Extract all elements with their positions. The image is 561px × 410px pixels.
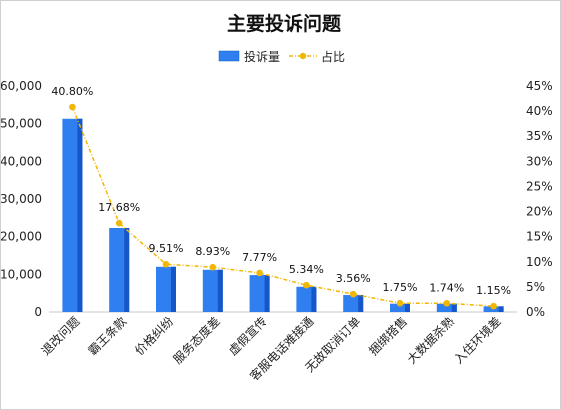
x-category-label: 退改问题 (39, 314, 83, 358)
bar-shade (311, 286, 317, 312)
legend-bar-label: 投诉量 (244, 49, 280, 64)
legend-bar-swatch (218, 50, 240, 62)
bar-shade (358, 295, 364, 312)
bar-series (62, 118, 504, 313)
y-right-tick-label: 35% (526, 129, 553, 143)
bar-shade (264, 275, 270, 312)
percent-data-label: 7.77% (242, 251, 277, 264)
y-left-tick-label: 0 (34, 305, 42, 319)
percent-data-label: 40.80% (51, 85, 93, 98)
percent-data-label: 8.93% (195, 245, 230, 258)
percent-point (349, 290, 357, 298)
x-category-label: 入住环境差 (451, 314, 504, 367)
percent-data-label: 1.15% (476, 284, 511, 297)
percent-line (71, 106, 494, 307)
bar-shade (451, 303, 457, 312)
bar-shade (498, 306, 504, 312)
y-right-tick-label: 10% (526, 255, 553, 269)
percent-point (490, 302, 497, 310)
percent-point (162, 260, 170, 268)
chart-title: 主要投诉问题 (227, 12, 341, 35)
y-left-tick-label: 40,000 (1, 154, 42, 168)
x-category-label: 服务态度差 (170, 314, 223, 367)
percent-point (443, 299, 451, 307)
percent-data-label: 5.34% (289, 263, 324, 276)
y-right-tick-label: 5% (526, 280, 545, 294)
x-category-label: 价格纠纷 (132, 314, 177, 359)
percent-data-label: 1.75% (383, 281, 418, 294)
percent-data-label: 17.68% (98, 201, 140, 214)
percent-point (209, 263, 217, 271)
bar-shade (171, 266, 176, 312)
bar-shade (405, 303, 410, 312)
y-left-tick-label: 50,000 (1, 117, 42, 131)
percent-point (69, 103, 76, 111)
y-right-tick-label: 30% (526, 154, 553, 168)
legend-line-label: 占比 (321, 49, 345, 64)
y-left-axis: 0 10,000 20,000 30,000 40,000 50,000 60,000 (1, 79, 42, 319)
y-left-tick-label: 30,000 (1, 192, 42, 206)
y-right-tick-label: 25% (526, 179, 553, 193)
x-category-label: 虚假宣传 (225, 314, 270, 359)
bar (390, 303, 410, 312)
percent-data-label: 9.51% (149, 242, 184, 255)
y-right-tick-label: 0% (526, 305, 545, 319)
legend: 投诉量 占比 (218, 49, 345, 64)
y-right-tick-label: 15% (526, 230, 553, 244)
percent-data-label: 1.74% (429, 281, 464, 294)
bar-shade (217, 269, 223, 312)
percent-point (115, 219, 123, 227)
y-right-tick-label: 45% (526, 79, 553, 93)
y-left-tick-label: 60,000 (1, 79, 42, 93)
legend-line-marker (299, 52, 307, 60)
bar-shade (77, 118, 83, 313)
y-left-tick-label: 20,000 (1, 230, 42, 244)
x-category-label: 捆绑搭售 (366, 314, 411, 359)
bar (436, 303, 457, 312)
y-right-tick-label: 20% (526, 205, 553, 219)
x-category-label: 大数据杀熟 (404, 314, 457, 367)
line-series: 40.80% 17.68% 9.51% 8.93% 7.77% 5.34% 3.56% 1.7… (51, 85, 511, 310)
percent-data-label: 3.56% (336, 272, 371, 285)
bar-shade (124, 228, 130, 312)
percent-point (303, 281, 310, 289)
y-right-axis: 0% 5% 10% 15% 20% 25% 30% 35% 40% 45% (526, 79, 553, 319)
y-right-tick-label: 40% (526, 104, 553, 118)
y-left-tick-label: 10,000 (1, 267, 42, 281)
x-category-label: 霸王条款 (85, 314, 129, 358)
percent-point (396, 299, 404, 307)
percent-point (256, 269, 263, 277)
